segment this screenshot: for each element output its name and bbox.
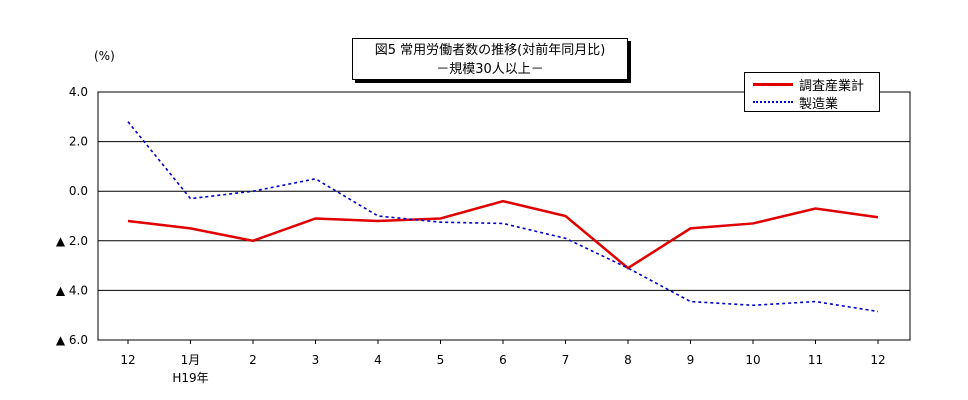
x-tick-label: 7 (562, 353, 570, 367)
x-tick-label: 3 (312, 353, 320, 367)
x-tick-label: 1月 (181, 353, 201, 367)
x-tick-label: 2 (249, 353, 257, 367)
y-tick-label: ▲ 4.0 (56, 283, 88, 297)
y-tick-label: 2.0 (69, 135, 88, 149)
y-tick-label: ▲ 6.0 (56, 333, 88, 347)
chart-title-box: 図5 常用労働者数の推移(対前年同月比) －規模30人以上－ (352, 38, 628, 80)
legend-label-total: 調査産業計 (799, 78, 865, 94)
plot-area-frame (97, 91, 911, 341)
chart-subtitle: －規模30人以上－ (436, 62, 544, 77)
series-lines (127, 121, 879, 313)
x-tick-label: 10 (745, 353, 760, 367)
series-line-manufacturing (127, 121, 879, 313)
legend-swatch-total (753, 82, 793, 86)
grid-lines (97, 91, 911, 341)
y-tick-label: 4.0 (69, 85, 88, 99)
series-line-total (127, 199, 879, 270)
x-tick-sublabel: H19年 (172, 371, 208, 385)
legend: 調査産業計 製造業 (744, 72, 880, 112)
x-tick-label: 6 (499, 353, 507, 367)
legend-swatch-manufacturing (753, 101, 793, 103)
x-tick-label: 12 (870, 353, 885, 367)
x-axis-ticks: 12 1月 H19年 2 3 4 5 6 7 8 9 10 11 12 (120, 340, 886, 385)
legend-entry-manufacturing: 製造業 (753, 93, 839, 112)
x-tick-label: 8 (624, 353, 632, 367)
chart-title: 図5 常用労働者数の推移(対前年同月比) (374, 43, 606, 58)
x-tick-label: 5 (437, 353, 445, 367)
y-axis-unit-label: (%) (94, 49, 115, 63)
x-tick-label: 4 (374, 353, 382, 367)
y-tick-label: 0.0 (69, 184, 88, 198)
x-tick-label: 11 (808, 353, 823, 367)
y-tick-label: ▲ 2.0 (56, 234, 88, 248)
x-tick-label: 9 (687, 353, 695, 367)
legend-entry-total: 調査産業計 (753, 75, 865, 94)
x-tick-label: 12 (120, 353, 135, 367)
legend-label-manufacturing: 製造業 (799, 96, 839, 112)
y-axis-ticks: 4.0 2.0 0.0 ▲ 2.0 ▲ 4.0 ▲ 6.0 (56, 85, 88, 347)
